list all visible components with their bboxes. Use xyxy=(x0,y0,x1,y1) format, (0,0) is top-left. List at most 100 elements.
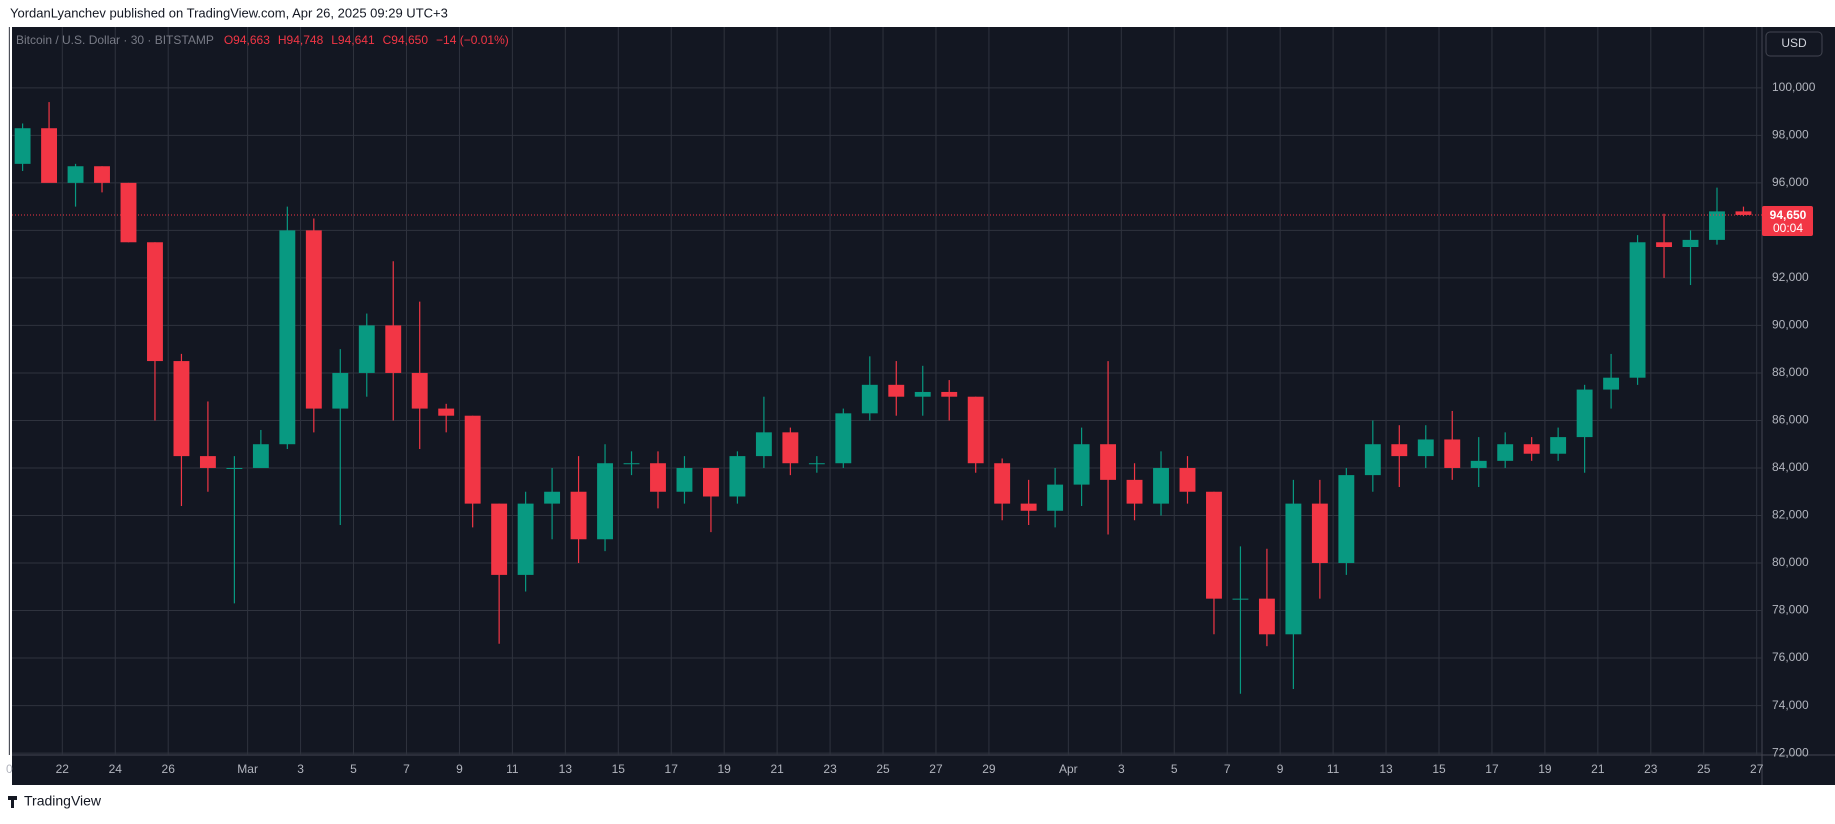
candle-body xyxy=(755,432,772,457)
y-tick-label: 98,000 xyxy=(1772,128,1809,142)
x-tick-label: 15 xyxy=(612,762,626,776)
candle-body xyxy=(782,432,799,464)
last-price-label: 94,650 xyxy=(1770,208,1807,222)
candle-body xyxy=(1391,444,1408,457)
candle-body xyxy=(1311,503,1328,564)
x-tick-label: 24 xyxy=(109,762,123,776)
candles xyxy=(14,102,1752,694)
x-tick-label: 11 xyxy=(506,762,519,776)
candle-body xyxy=(147,242,163,362)
candle-body xyxy=(1126,479,1143,504)
candle-body xyxy=(1656,242,1672,248)
candle-body xyxy=(14,128,31,164)
x-tick-label: 9 xyxy=(1277,762,1284,776)
candle-body xyxy=(1020,503,1037,511)
candle-body xyxy=(1682,239,1699,248)
candle-body xyxy=(226,467,243,469)
candle-body xyxy=(967,396,984,464)
y-tick-label: 90,000 xyxy=(1772,318,1809,332)
x-tick-label: 27 xyxy=(1750,762,1764,776)
ohlc-header: O94,663 H94,748 L94,641 C94,650 −14 (−0.01%) xyxy=(224,33,509,47)
ohlc-value: −14 (−0.01%) xyxy=(436,33,509,47)
candle-body xyxy=(544,491,561,504)
candle-body xyxy=(1100,444,1117,480)
candle-body xyxy=(1497,444,1514,461)
y-tick-label: 92,000 xyxy=(1772,270,1809,284)
candle-body xyxy=(1047,484,1064,511)
candle-body xyxy=(888,384,905,397)
currency-button[interactable] xyxy=(1765,31,1823,57)
candle-body xyxy=(729,456,746,497)
x-tick-label: 25 xyxy=(1697,762,1711,776)
y-tick-label: 76,000 xyxy=(1772,650,1809,664)
candle-body xyxy=(702,467,719,497)
candle-body xyxy=(1153,467,1169,504)
candle-body xyxy=(199,456,216,468)
x-tick-label: 26 xyxy=(162,762,176,776)
y-tick-label: 88,000 xyxy=(1772,365,1809,379)
candle-body xyxy=(411,372,428,409)
ohlc-value: C94,650 xyxy=(383,33,429,47)
x-tick-label: 9 xyxy=(456,762,463,776)
x-tick-label: 13 xyxy=(1379,762,1393,776)
y-tick-label: 82,000 xyxy=(1772,508,1809,522)
candle-body xyxy=(597,463,613,540)
candle-body xyxy=(941,391,958,397)
x-tick-label: 7 xyxy=(1224,762,1231,776)
candle-body xyxy=(1709,211,1725,240)
candle-body xyxy=(1576,389,1593,438)
candle-body xyxy=(1603,377,1620,390)
y-tick-label: 78,000 xyxy=(1772,603,1809,617)
candle-body xyxy=(570,491,587,540)
candle-body xyxy=(464,415,481,504)
x-tick-label: 27 xyxy=(929,762,943,776)
candle-body xyxy=(1232,598,1249,600)
ohlc-value: H94,748 xyxy=(278,33,324,47)
ohlc-value: L94,641 xyxy=(331,33,375,47)
x-tick-label: 15 xyxy=(1432,762,1446,776)
x-tick-label: Apr xyxy=(1059,762,1078,776)
candle-body xyxy=(914,391,931,397)
candle-body xyxy=(1285,503,1302,635)
candle-body xyxy=(305,230,322,409)
x-tick-label: 17 xyxy=(1485,762,1499,776)
footer-logo xyxy=(8,796,17,808)
y-tick-label: 84,000 xyxy=(1772,460,1809,474)
candle-body xyxy=(94,166,110,183)
candle-body xyxy=(1338,475,1355,564)
candle-body xyxy=(1629,242,1646,378)
x-tick-label: 23 xyxy=(823,762,837,776)
ohlc-value: O94,663 xyxy=(224,33,270,47)
x-tick-label: 13 xyxy=(559,762,573,776)
x-tick-label: 21 xyxy=(770,762,784,776)
x-tick-label: 17 xyxy=(665,762,679,776)
y-tick-label: 86,000 xyxy=(1772,413,1809,427)
candle-body xyxy=(358,325,375,373)
candle-body xyxy=(835,413,852,464)
candle-body xyxy=(1470,460,1487,468)
footer-brand: TradingView xyxy=(24,793,102,809)
candle-body xyxy=(67,166,84,183)
last-price-box xyxy=(1762,205,1813,236)
candle-body xyxy=(332,372,349,409)
symbol: Bitcoin / U.S. Dollar · 30 · BITSTAMP xyxy=(16,33,214,47)
x-tick-label: 0 xyxy=(6,762,13,776)
candle-body xyxy=(41,128,58,183)
x-tick-label: 19 xyxy=(717,762,731,776)
candle-body xyxy=(808,463,825,465)
candle-body xyxy=(279,230,296,445)
candle-body xyxy=(1073,444,1090,485)
candle-body xyxy=(173,361,190,457)
x-tick-label: 19 xyxy=(1538,762,1552,776)
candle-body xyxy=(1179,467,1196,492)
candle-body xyxy=(1206,491,1222,599)
y-tick-label: 96,000 xyxy=(1772,175,1809,189)
x-tick-label: Mar xyxy=(237,762,258,776)
x-tick-label: 11 xyxy=(1327,762,1340,776)
x-tick-label: 29 xyxy=(982,762,996,776)
candle-body xyxy=(517,503,534,575)
countdown: 00:04 xyxy=(1773,221,1803,235)
candle-body xyxy=(1735,211,1752,215)
